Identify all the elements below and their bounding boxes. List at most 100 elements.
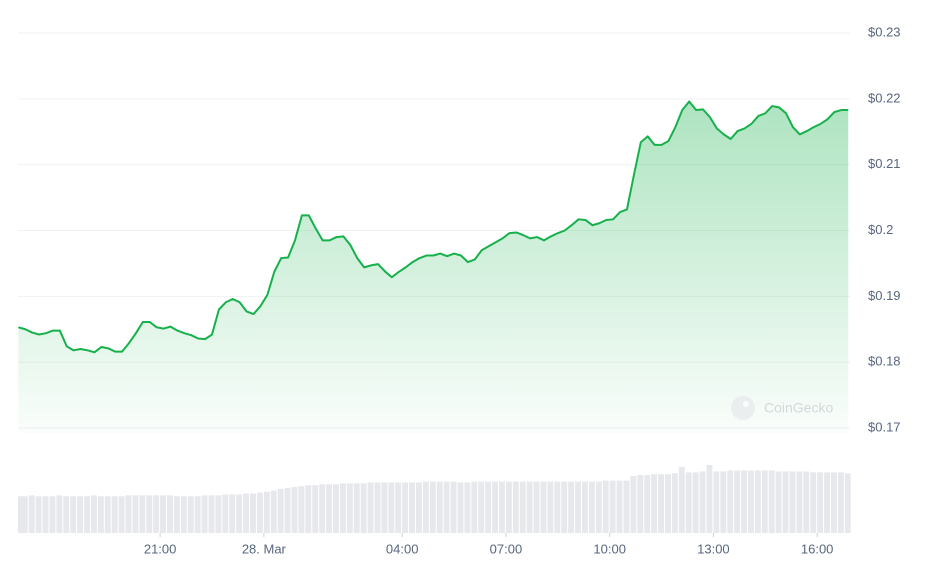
volume-bar [180,496,187,533]
volume-bar [568,481,575,533]
y-tick-label: $0.2 [868,222,893,237]
volume-bar [346,483,353,533]
volume-bar [201,495,208,533]
volume-bar [84,496,90,533]
volume-bar [229,494,236,533]
volume-bar [250,493,256,533]
volume-bar [782,471,789,533]
volume-bar [512,481,519,533]
volume-bar [111,496,118,533]
volume-bar [727,470,734,533]
x-tick-label: 16:00 [801,541,834,556]
volume-bar [167,495,173,533]
volume-bar [35,496,42,533]
volume-bar [789,471,796,533]
volume-bar [104,496,111,533]
volume-bar [644,475,651,533]
volume-bar [651,474,658,533]
volume-bar [699,471,706,533]
volume-bar [817,472,824,533]
volume-bar [422,481,429,533]
volume-bar [173,496,180,533]
x-tick-label: 21:00 [144,541,177,556]
y-tick-label: $0.18 [868,354,901,369]
volume-bar [734,470,741,533]
volume-bar [388,482,395,533]
volume-bar [450,481,457,533]
volume-bar [741,470,747,533]
volume-bar [471,481,478,533]
volume-bar [18,496,24,533]
volume-bar [416,482,422,533]
volume-bar [353,483,360,533]
volume-bar [837,472,844,533]
volume-bar [775,471,782,533]
volume-bar [132,495,139,533]
volume-bar [277,488,284,533]
volume-bar [284,487,291,533]
volume-bar [429,481,436,533]
price-area [18,101,849,433]
watermark-logo [731,396,755,420]
volume-bar [713,471,720,533]
volume-bar [319,484,326,533]
volume-bar [830,472,837,533]
volume-bar [609,480,616,533]
volume-bar [443,481,450,533]
volume-bar [194,496,201,533]
volume-bar [333,484,339,533]
volume-bar [395,482,402,533]
volume-bar [519,481,526,533]
volume-bar [139,495,146,533]
volume-bar [540,481,547,533]
volume-bar [844,473,851,533]
volume-bar [824,472,830,533]
volume-bar [678,466,685,533]
volume-bar [56,495,63,533]
volume-bar [63,496,70,533]
volume-bar [381,482,388,533]
volume-bar [436,481,443,533]
volume-bar [77,496,84,533]
volume-bar [263,491,270,533]
volume-bar [623,480,630,533]
volume-bar [146,495,153,533]
volume-bar [153,495,160,533]
x-tick-label: 28. Mar [242,541,287,556]
volume-bar [616,480,623,533]
volume-bar [367,482,374,533]
volume-bar [768,470,775,533]
volume-bar [97,496,104,533]
volume-bar [747,470,754,533]
volume-bar [602,480,609,533]
volume-bar [90,495,97,533]
volume-bar [554,481,561,533]
price-line [18,100,849,354]
volume-bar [374,482,381,533]
volume-bar [720,471,727,533]
x-tick-label: 04:00 [386,541,419,556]
watermark-text: CoinGecko [764,400,833,416]
volume-bar [505,481,512,533]
volume-bar [630,476,637,533]
y-tick-label: $0.21 [868,156,901,171]
volume-bar [533,481,540,533]
volume-bar [547,481,554,533]
volume-bar [409,482,416,533]
volume-bar [118,496,125,533]
volume-bar [49,496,56,533]
x-tick-label: 10:00 [593,541,626,556]
y-tick-label: $0.17 [868,419,901,434]
volume-bar [810,472,817,533]
volume-bar [561,481,568,533]
y-tick-label: $0.19 [868,288,901,303]
volume-bar [671,473,678,533]
volume-bar [595,481,602,533]
volume-bar [796,471,803,533]
volume-bar [499,481,505,533]
volume-bar [754,470,761,533]
volume-bar [291,487,298,533]
volume-bar [21,496,28,533]
